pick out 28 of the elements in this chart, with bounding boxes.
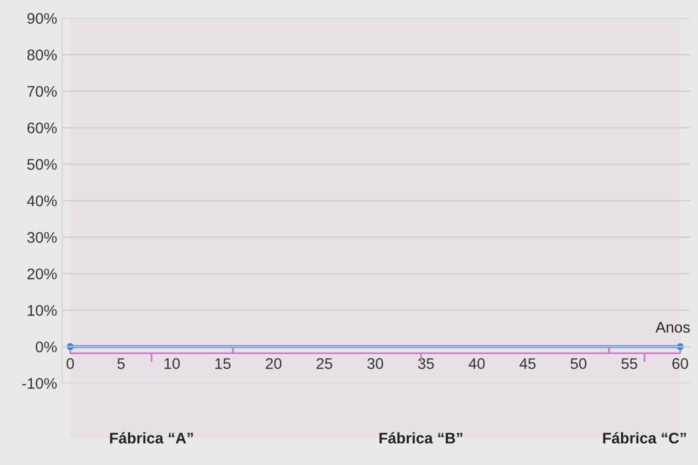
y-tick-label: 80% xyxy=(27,50,57,60)
band-label: Fábrica “C” xyxy=(603,432,686,444)
x-axis-title: Anos xyxy=(656,322,690,333)
y-tick-label: 70% xyxy=(27,86,57,97)
x-tick-label: 25 xyxy=(316,358,332,369)
x-tick-label: 10 xyxy=(164,358,180,369)
y-tick-label: 60% xyxy=(27,122,57,134)
x-tick-label: 5 xyxy=(117,358,125,369)
x-tick-label: 35 xyxy=(418,358,434,369)
y-tick-label: 50% xyxy=(27,159,57,170)
y-tick-label: 40% xyxy=(27,196,57,206)
x-tick-label: 0 xyxy=(66,358,74,369)
x-tick-label: 30 xyxy=(367,358,384,369)
x-tick-label: 55 xyxy=(621,358,638,369)
x-tick-label: 40 xyxy=(468,358,485,369)
band-label: Fábrica “B” xyxy=(380,432,462,444)
x-tick-label: 20 xyxy=(266,358,282,369)
y-tick-label: 20% xyxy=(27,268,57,280)
y-tick-label: 30% xyxy=(27,232,57,243)
y-tick-label: -10% xyxy=(22,378,57,389)
band-label: Fábrica “A” xyxy=(110,432,193,444)
x-tick-label: 15 xyxy=(215,358,231,369)
y-tick-label: 0% xyxy=(36,342,57,352)
y-tick-label: 90% xyxy=(27,13,57,24)
x-tick-label: 50 xyxy=(570,358,586,369)
x-tick-label: 45 xyxy=(520,358,536,369)
y-tick-label: 10% xyxy=(28,305,57,316)
x-tick-label: 60 xyxy=(672,358,688,369)
